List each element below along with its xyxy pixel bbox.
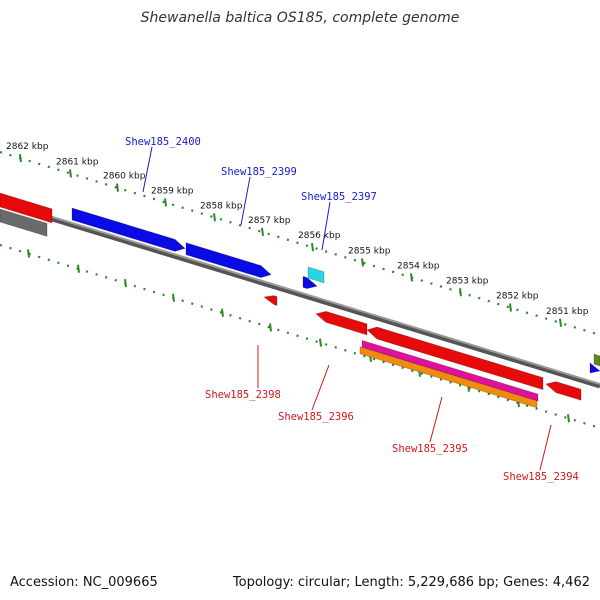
gene-red-edge-left[interactable] [0, 192, 53, 224]
upper-tick-mark [311, 243, 314, 252]
upper-tick-mark [261, 227, 264, 237]
upper-tick-mark [213, 213, 216, 222]
gene-cyan-feature[interactable] [307, 266, 325, 284]
upper-tick-mark [116, 183, 119, 192]
label-leader-line [321, 201, 331, 251]
gene-label[interactable]: Shew185_2395 [392, 443, 468, 455]
gene-shew185-2397[interactable] [302, 275, 318, 290]
gene-label[interactable]: Shew185_2396 [278, 411, 354, 423]
tick-label: 2862 kbp [6, 142, 49, 152]
gene-olive-feature[interactable] [593, 353, 600, 367]
gene-shew185-2399[interactable] [185, 242, 272, 279]
upper-tick-mark [410, 273, 413, 282]
tick-label: 2851 kbp [546, 307, 589, 317]
lower-tick-mark [319, 338, 322, 347]
label-leader-line [240, 176, 251, 226]
gene-label[interactable]: Shew185_2398 [205, 389, 281, 401]
upper-tick-mark [69, 169, 72, 178]
label-leader-line [142, 146, 153, 193]
gene-label[interactable]: Shew185_2399 [221, 166, 297, 178]
lower-tick-mark [77, 264, 80, 273]
upper-tick-mark [19, 153, 22, 163]
upper-tick-mark [361, 258, 364, 267]
tick-label: 2857 kbp [248, 216, 291, 226]
genome-summary-text: Topology: circular; Length: 5,229,686 bp… [232, 575, 590, 590]
gene-shew185-2395[interactable] [366, 326, 544, 391]
lower-tick-ring [0, 243, 600, 430]
gene-label[interactable]: Shew185_2397 [301, 191, 377, 203]
tick-label: 2861 kbp [56, 157, 99, 167]
lower-tick-mark [27, 249, 30, 258]
upper-tick-mark [459, 288, 462, 297]
lower-tick-mark [172, 293, 175, 302]
gene-shew185-2396[interactable] [315, 311, 368, 336]
lower-tick-mark [124, 279, 127, 288]
genome-backbone [0, 200, 600, 389]
lower-tick-mark [269, 323, 272, 332]
tick-label: 2859 kbp [151, 186, 194, 196]
label-leader-line [311, 364, 330, 411]
tick-label: 2855 kbp [348, 246, 391, 256]
upper-tick-mark [559, 318, 562, 327]
lower-tick-mark [221, 308, 224, 317]
tick-label: 2860 kbp [103, 172, 146, 182]
genome-backbone-highlight [0, 200, 600, 385]
tick-label: 2854 kbp [397, 261, 440, 271]
label-leader-line [429, 396, 443, 443]
feature-orange[interactable] [359, 346, 538, 409]
gene-label[interactable]: Shew185_2400 [125, 136, 201, 148]
accession-text: Accession: NC_009665 [10, 575, 158, 590]
gene-forward-edge[interactable] [589, 362, 600, 374]
gene-shew185-2394[interactable] [545, 381, 582, 401]
gene-shew185-2400[interactable] [71, 207, 186, 252]
map-title: Shewanella baltica OS185, complete genom… [140, 10, 460, 26]
gene-gray-edge-left[interactable] [0, 208, 48, 237]
tick-label: 2858 kbp [200, 201, 243, 211]
feature-pink[interactable] [361, 339, 539, 402]
upper-tick-mark [509, 303, 512, 312]
label-leader-line [539, 424, 552, 471]
upper-tick-mark [164, 198, 167, 207]
gene-label[interactable]: Shew185_2394 [503, 471, 579, 483]
lower-tick-mark [567, 414, 570, 423]
tick-label: 2853 kbp [446, 276, 489, 286]
tick-label: 2852 kbp [496, 292, 539, 302]
tick-label: 2856 kbp [298, 231, 341, 241]
gene-shew185-2398[interactable] [262, 295, 278, 307]
